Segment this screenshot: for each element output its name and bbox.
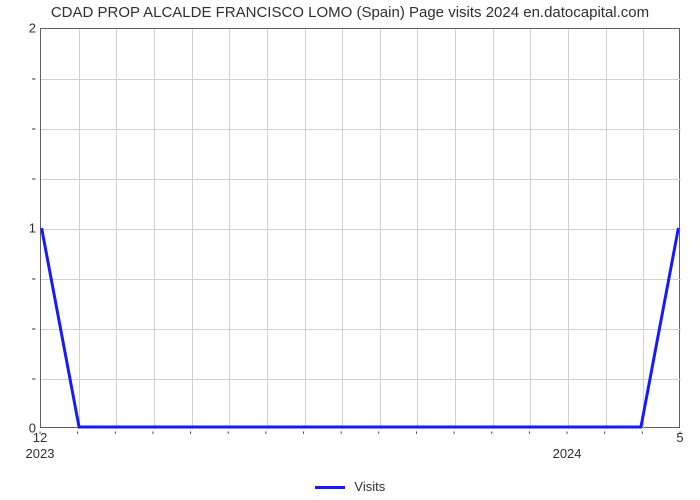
xtick-minor-mark: ' <box>378 430 380 442</box>
xtick-minor-mark: ' <box>265 430 267 442</box>
chart-container: CDAD PROP ALCALDE FRANCISCO LOMO (Spain)… <box>0 0 700 500</box>
ytick-minor-dash: - <box>32 371 36 386</box>
ytick-minor-dash: - <box>32 171 36 186</box>
xtick-minor-mark: ' <box>641 430 643 442</box>
xtick-minor-mark: ' <box>302 430 304 442</box>
xtick-minor-mark: ' <box>453 430 455 442</box>
ytick-minor-dash: - <box>32 321 36 336</box>
ytick-minor-dash: - <box>32 121 36 136</box>
xtick-minor-mark: ' <box>604 430 606 442</box>
xtick-minor-mark: ' <box>152 430 154 442</box>
xtick-minor-mark: ' <box>566 430 568 442</box>
xtick-minor-mark: ' <box>491 430 493 442</box>
line-layer <box>41 29 679 427</box>
xtick-minor-mark: ' <box>415 430 417 442</box>
ytick-label: 2 <box>29 21 36 36</box>
ytick-label: 1 <box>29 221 36 236</box>
xtick-minor-mark: ' <box>679 430 681 442</box>
xtick-minor-mark: ' <box>528 430 530 442</box>
plot-area <box>40 28 680 428</box>
ytick-minor-dash: - <box>32 71 36 86</box>
xtick-minor-mark: ' <box>227 430 229 442</box>
legend-swatch <box>315 486 345 489</box>
xtick-label: 2023 <box>26 446 55 461</box>
series-line-visits <box>42 228 679 427</box>
legend-label: Visits <box>354 479 385 494</box>
xtick-minor-mark: ' <box>114 430 116 442</box>
xtick-minor-mark: ' <box>190 430 192 442</box>
xtick-minor-mark: ' <box>340 430 342 442</box>
chart-title: CDAD PROP ALCALDE FRANCISCO LOMO (Spain)… <box>0 4 700 21</box>
xtick-label: 2024 <box>553 446 582 461</box>
xtick-minor-mark: ' <box>77 430 79 442</box>
ytick-minor-dash: - <box>32 271 36 286</box>
legend: Visits <box>0 479 700 494</box>
xtick-minor-mark: ' <box>39 430 41 442</box>
